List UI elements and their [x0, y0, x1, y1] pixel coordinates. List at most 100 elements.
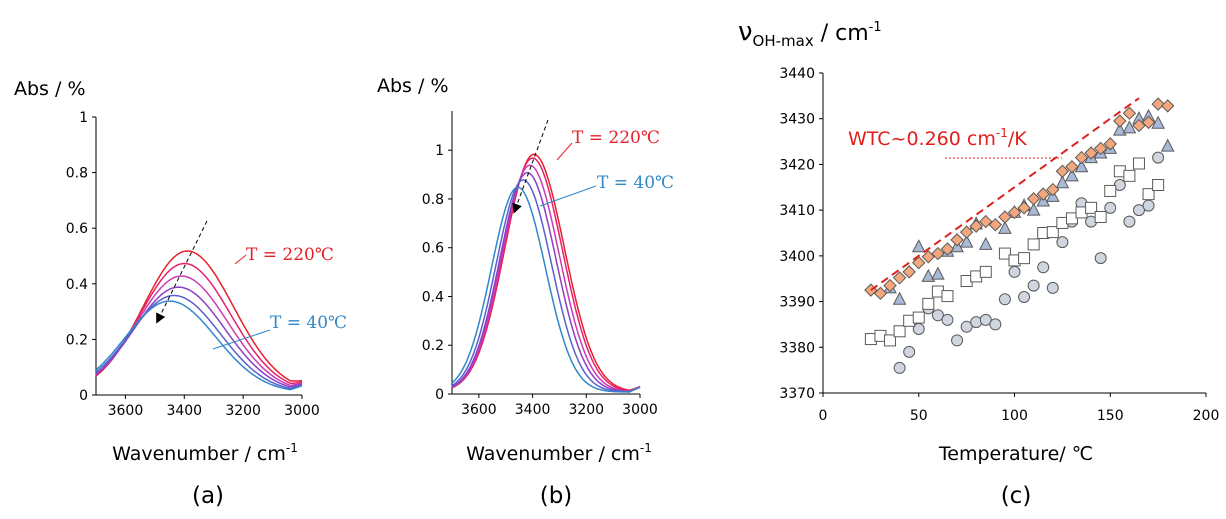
marker-diamond — [892, 271, 907, 285]
marker-circle — [1046, 281, 1059, 294]
panel-a-chart: 0 0.2 0.4 0.6 0.8 1 3600 3400 3200 3000 T = 220℃ T … — [14, 78, 347, 509]
y-tick-label: 1 — [435, 143, 444, 159]
x-tick-label: 3200 — [225, 403, 261, 419]
spectrum-curve-4 — [95, 286, 303, 388]
x-tick-label: 3400 — [515, 402, 551, 418]
marker-circle — [1056, 236, 1069, 249]
leader-line-220 — [234, 254, 247, 265]
annotation-220: T = 220℃ — [572, 128, 660, 148]
marker-diamond — [940, 242, 955, 256]
spectrum-curve-2 — [451, 157, 641, 392]
marker-diamond — [959, 225, 974, 239]
marker-square — [1018, 252, 1031, 265]
annotation-40: T = 40℃ — [270, 313, 347, 333]
marker-diamond — [931, 246, 945, 261]
marker-circle — [960, 320, 973, 333]
marker-diamond — [1160, 99, 1175, 113]
peak-shift-arrow — [156, 220, 208, 324]
marker-square — [979, 265, 992, 278]
marker-square — [1104, 184, 1117, 197]
marker-diamond — [1074, 150, 1089, 165]
marker-square — [1152, 179, 1165, 191]
y-axis-title: Abs / % — [377, 75, 449, 97]
marker-square — [941, 290, 954, 303]
marker-square — [922, 297, 935, 310]
y-tick-label: 0 — [79, 388, 88, 404]
marker-triangle — [978, 236, 993, 250]
marker-circle — [1027, 279, 1040, 292]
x-tick-label: 3600 — [108, 403, 144, 419]
marker-square — [884, 334, 897, 347]
marker-circle — [951, 334, 964, 347]
marker-circle — [1142, 199, 1155, 212]
marker-circle — [1037, 261, 1050, 274]
marker-triangle — [998, 220, 1012, 234]
y-tick-label: 1 — [79, 110, 88, 126]
spectrum-curve-5 — [451, 179, 641, 393]
marker-triangle — [959, 234, 974, 248]
marker-square — [1027, 238, 1040, 251]
marker-circle — [989, 318, 1002, 331]
x-tick-label: 0 — [819, 408, 828, 424]
marker-square — [1123, 169, 1136, 182]
marker-diamond — [1055, 164, 1070, 178]
leader-line-40 — [212, 329, 271, 350]
marker-square — [893, 325, 906, 338]
marker-circle — [1152, 151, 1165, 164]
panel-b-chart: 0 0.2 0.4 0.6 0.8 1 3600 3400 3200 3000 T = 220℃ T … — [377, 75, 674, 509]
marker-square — [1094, 211, 1107, 223]
marker-triangle — [1065, 168, 1079, 182]
marker-triangle — [1113, 122, 1127, 136]
trend-line — [870, 97, 1140, 291]
marker-circle — [941, 313, 954, 326]
marker-square — [1142, 188, 1155, 201]
y-axis-title: Abs / % — [14, 78, 86, 100]
y-tick-label: 3440 — [779, 66, 815, 82]
marker-diamond — [950, 233, 964, 247]
marker-square — [1132, 157, 1145, 170]
marker-diamond — [1065, 160, 1079, 174]
panel-c-chart: 3370 3380 3390 3400 3410 3420 3430 3440 0 50 100 15… — [738, 17, 1219, 509]
marker-diamond — [1093, 141, 1108, 156]
y-tick-label: 0.6 — [422, 241, 444, 257]
x-tick-label: 150 — [1097, 408, 1124, 424]
marker-circle — [1094, 252, 1107, 265]
spectrum-curve-6 — [95, 300, 303, 391]
marker-square — [1085, 201, 1098, 214]
marker-triangle — [1074, 159, 1089, 173]
marker-circle — [893, 361, 906, 374]
marker-circle — [1018, 291, 1031, 303]
marker-diamond — [1017, 201, 1031, 215]
wtc-annotation: WTC~0.260 cm-1/K — [848, 126, 1027, 150]
y-tick-label: 3400 — [779, 249, 815, 265]
marker-diamond — [1132, 118, 1146, 133]
spectrum-curve-4 — [451, 171, 641, 393]
x-axis-title: Wavenumber / cm-1 — [466, 441, 652, 465]
marker-diamond — [902, 265, 916, 279]
y-tick-label: 0.2 — [66, 332, 88, 348]
marker-diamond — [1036, 187, 1050, 201]
panel-label: (a) — [192, 483, 224, 509]
panel-label: (c) — [1001, 483, 1032, 509]
marker-triangle — [931, 266, 945, 280]
annotation-40: T = 40℃ — [597, 173, 674, 193]
x-tick-label: 50 — [910, 408, 928, 424]
spectrum-curve-6 — [451, 186, 641, 393]
marker-circle — [998, 293, 1011, 306]
x-axis-title: Temperature/ ℃ — [938, 443, 1093, 465]
peak-shift-arrow — [512, 119, 549, 214]
y-tick-label: 0.8 — [66, 166, 88, 182]
y-tick-label: 3420 — [779, 157, 815, 173]
marker-triangle — [1055, 175, 1070, 189]
y-tick-label: 3410 — [779, 203, 815, 219]
spectrum-curve-3 — [451, 164, 641, 393]
marker-diamond — [1103, 137, 1117, 151]
y-tick-label: 3430 — [779, 112, 815, 128]
marker-triangle — [921, 268, 936, 282]
marker-diamond — [921, 250, 936, 264]
marker-diamond — [979, 214, 993, 229]
marker-circle — [931, 309, 944, 322]
marker-circle — [1132, 204, 1145, 217]
marker-triangle — [892, 291, 907, 305]
marker-circle — [979, 313, 992, 326]
